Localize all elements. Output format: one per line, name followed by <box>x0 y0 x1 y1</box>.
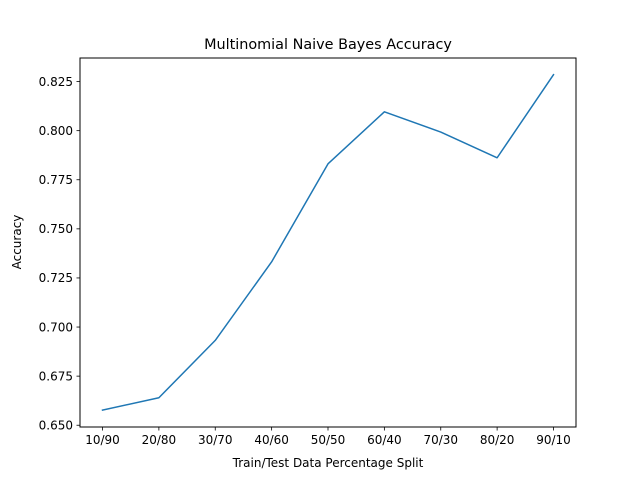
chart-title: Multinomial Naive Bayes Accuracy <box>204 37 452 53</box>
y-tick-label: 0.825 <box>39 75 73 89</box>
x-tick-label: 50/50 <box>311 433 346 447</box>
x-tick-label: 60/40 <box>367 433 402 447</box>
y-axis-label: Accuracy <box>10 215 24 270</box>
y-tick-label: 0.750 <box>39 222 73 236</box>
y-tick-label: 0.725 <box>39 271 73 285</box>
x-axis-label: Train/Test Data Percentage Split <box>232 456 424 470</box>
x-tick-label: 70/30 <box>423 433 458 447</box>
plot-area <box>101 73 555 412</box>
axes-frame <box>79 57 577 428</box>
y-tick-label: 0.800 <box>39 124 73 138</box>
x-tick-label: 20/80 <box>142 433 177 447</box>
x-tick-label: 30/70 <box>198 433 233 447</box>
accuracy-series-line <box>101 73 555 412</box>
y-tick-label: 0.675 <box>39 369 73 383</box>
x-tick-label: 80/20 <box>480 433 515 447</box>
y-tick-label: 0.700 <box>39 320 73 334</box>
y-tick-label: 0.650 <box>39 419 73 433</box>
y-tick-label: 0.775 <box>39 173 73 187</box>
x-tick-label: 90/10 <box>536 433 571 447</box>
x-tick-label: 10/90 <box>85 433 120 447</box>
x-tick-label: 40/60 <box>254 433 289 447</box>
